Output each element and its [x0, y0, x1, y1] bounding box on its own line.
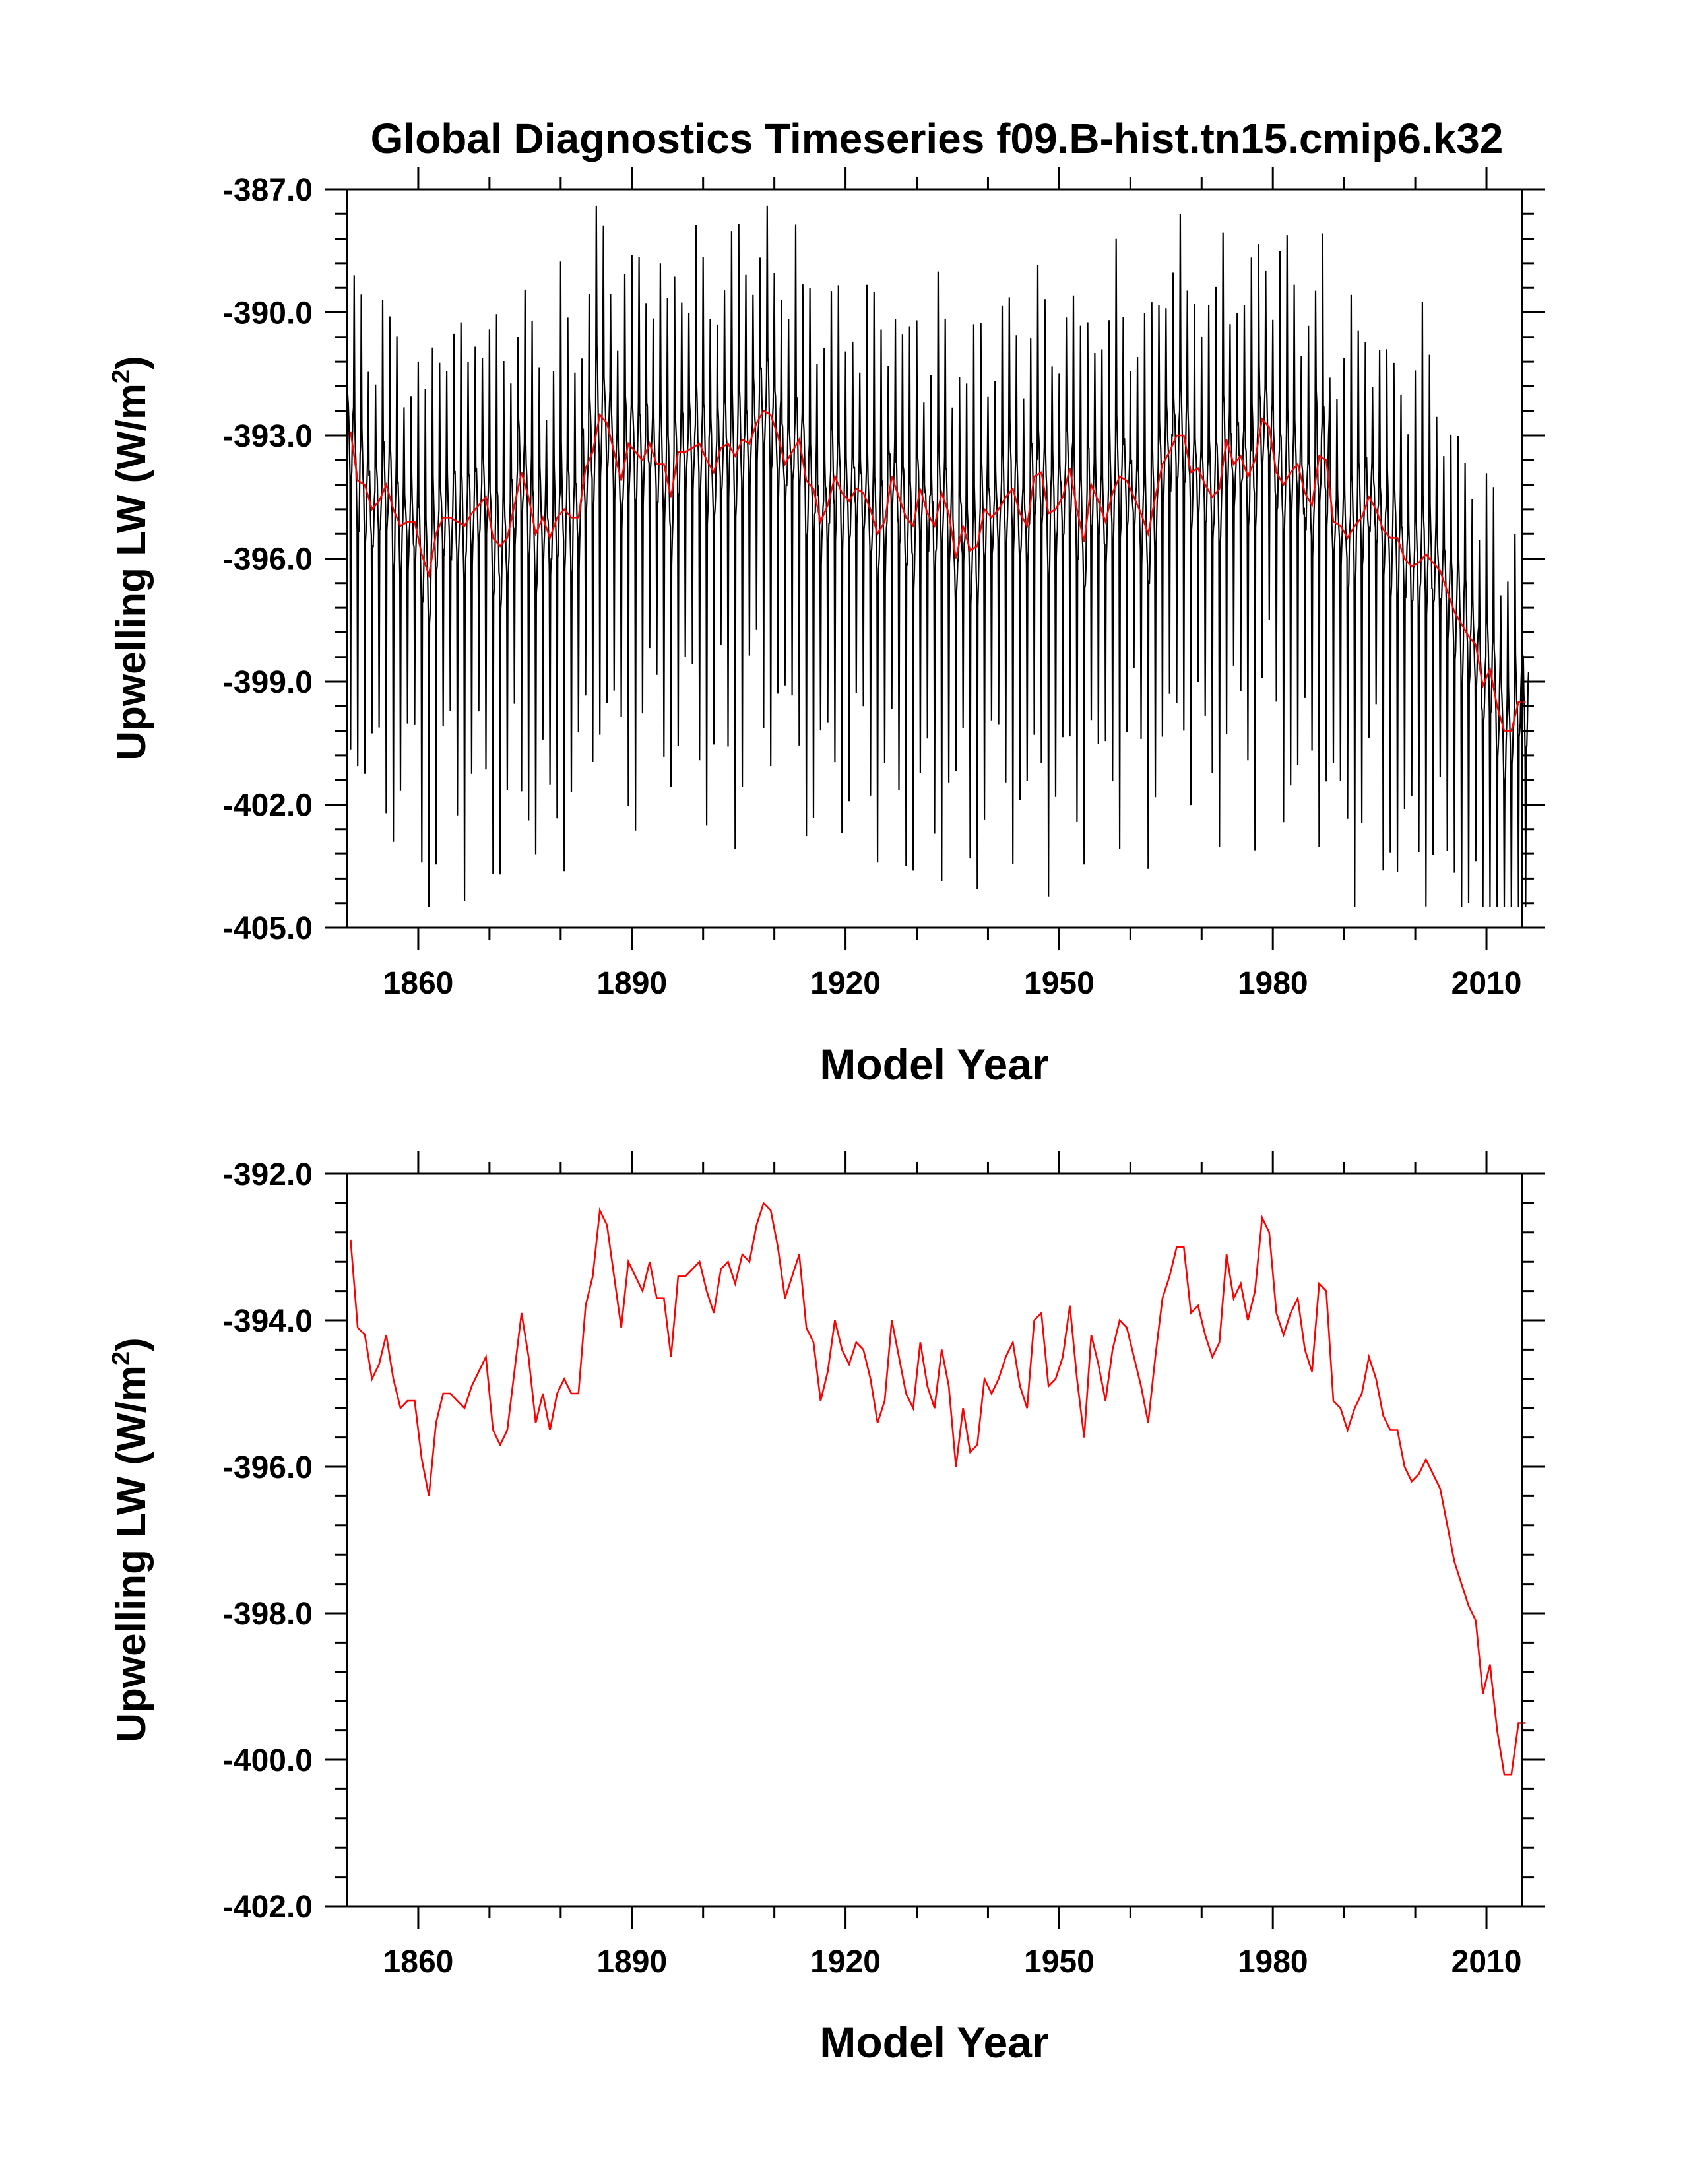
bottom-plot-frame — [346, 1172, 1523, 1908]
bottom-annual-series — [350, 1201, 1526, 1776]
top-x-axis-label: Model Year — [819, 1040, 1048, 1089]
y-tick-label: -396.0 — [223, 542, 313, 577]
top-x-tick-labels: 1860 1890 1920 1950 1980 2010 — [383, 966, 1522, 1001]
x-tick-label: 1980 — [1238, 1944, 1308, 1979]
bottom-axis-ticks — [325, 1151, 1545, 1929]
bottom-x-tick-labels: 1860 1890 1920 1950 1980 2010 — [383, 1944, 1522, 1979]
y-tick-label: -393.0 — [223, 419, 313, 454]
x-tick-label: 1920 — [810, 966, 881, 1001]
bottom-y-axis-label-close: ) — [109, 1337, 154, 1351]
bottom-x-axis-label: Model Year — [819, 2018, 1048, 2067]
x-tick-label: 1890 — [596, 1944, 667, 1979]
bottom-y-axis-label: Upwelling LW (W/m2) — [108, 1337, 154, 1743]
annual-mean-line — [350, 409, 1526, 732]
y-tick-label: -400.0 — [223, 1743, 313, 1778]
top-annual-series — [350, 409, 1526, 732]
x-tick-label: 2010 — [1451, 1944, 1522, 1979]
y-tick-label: -398.0 — [223, 1597, 313, 1632]
monthly-line — [346, 205, 1529, 907]
y-tick-label: -390.0 — [223, 296, 313, 331]
top-monthly-series — [346, 205, 1529, 907]
y-tick-label: -394.0 — [223, 1304, 313, 1339]
x-tick-label: 1860 — [383, 1944, 454, 1979]
x-tick-label: 1860 — [383, 966, 454, 1001]
y-tick-label: -396.0 — [223, 1450, 313, 1485]
top-y-axis-label-close: ) — [109, 356, 154, 369]
top-y-axis-label-main: Upwelling LW (W/m — [109, 383, 154, 761]
y-tick-label: -387.0 — [223, 173, 313, 208]
x-tick-label: 1950 — [1024, 966, 1095, 1001]
top-axis-ticks — [325, 167, 1545, 950]
bottom-panel: -402.0 -400.0 -398.0 -396.0 -394.0 -392.0 186… — [108, 1151, 1545, 2067]
y-tick-label: -399.0 — [223, 665, 313, 700]
top-y-axis-label-superscript: 2 — [108, 369, 135, 383]
top-y-axis-label: Upwelling LW (W/m2) — [108, 356, 154, 761]
y-tick-label: -402.0 — [223, 788, 313, 823]
bottom-y-axis-label-superscript: 2 — [108, 1351, 135, 1365]
top-plot-area — [346, 205, 1529, 907]
top-panel: -405.0 -402.0 -399.0 -396.0 -393.0 -390.0 -387… — [108, 167, 1545, 1089]
annual-mean-line — [350, 1201, 1526, 1776]
bottom-y-axis-label-main: Upwelling LW (W/m — [109, 1365, 154, 1743]
x-tick-label: 1920 — [810, 1944, 881, 1979]
top-y-tick-labels: -405.0 -402.0 -399.0 -396.0 -393.0 -390.0 -387… — [223, 173, 313, 946]
bottom-y-tick-labels: -402.0 -400.0 -398.0 -396.0 -394.0 -392.0 — [223, 1157, 313, 1925]
x-tick-label: 1890 — [596, 966, 667, 1001]
y-tick-label: -402.0 — [223, 1890, 313, 1925]
figure-title: Global Diagnostics Timeseries f09.B-hist… — [371, 115, 1504, 162]
x-tick-label: 2010 — [1451, 966, 1522, 1001]
x-tick-label: 1980 — [1238, 966, 1308, 1001]
y-tick-label: -392.0 — [223, 1157, 313, 1192]
x-tick-label: 1950 — [1024, 1944, 1095, 1979]
y-tick-label: -405.0 — [223, 911, 313, 946]
